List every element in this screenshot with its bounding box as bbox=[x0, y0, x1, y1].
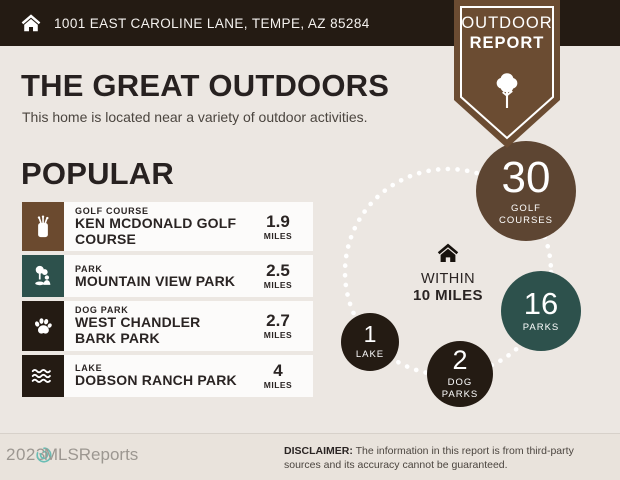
distance-unit: MILES bbox=[263, 280, 293, 291]
distance-unit: MILES bbox=[263, 230, 293, 241]
golf-bag-icon bbox=[37, 215, 49, 237]
golf-label: GOLF COURSES bbox=[499, 202, 553, 226]
dog-parks-count: 2 bbox=[452, 345, 468, 376]
property-address: 1001 EAST CAROLINE LANE, TEMPE, AZ 85284 bbox=[54, 15, 370, 31]
park-tile bbox=[22, 255, 64, 298]
item-name: MOUNTAIN VIEW PARK bbox=[75, 272, 236, 289]
item-distance: 4 MILES bbox=[249, 355, 313, 397]
item-info: GOLF COURSE KEN MCDONALD GOLF COURSE bbox=[64, 202, 249, 251]
popular-list: GOLF COURSE KEN MCDONALD GOLF COURSE 1.9… bbox=[22, 202, 313, 397]
distance-unit: MILES bbox=[263, 330, 293, 341]
footer: 2023 MLSReports DISCLAIMER: The informat… bbox=[0, 433, 620, 480]
item-info: LAKE DOBSON RANCH PARK bbox=[64, 355, 249, 397]
ten-miles-label: 10 MILES bbox=[413, 287, 483, 304]
item-name: WEST CHANDLER BARK PARK bbox=[75, 314, 201, 347]
item-category: DOG PARK bbox=[75, 305, 129, 316]
item-info: PARK MOUNTAIN VIEW PARK bbox=[64, 255, 249, 297]
golf-tile bbox=[22, 202, 64, 252]
bubble-lake: 1 LAKE bbox=[341, 313, 399, 371]
paw-icon bbox=[34, 318, 52, 334]
distance-value: 2.5 bbox=[266, 261, 290, 281]
item-category: GOLF COURSE bbox=[75, 206, 149, 216]
watermark-year: 2023 bbox=[6, 445, 46, 464]
watermark: 2023 MLSReports bbox=[6, 445, 138, 465]
item-distance: 2.5 MILES bbox=[249, 255, 313, 297]
lake-count: 1 bbox=[363, 321, 377, 348]
distance-value: 1.9 bbox=[266, 211, 290, 231]
house-icon bbox=[21, 14, 41, 32]
lake-label: LAKE bbox=[355, 349, 385, 361]
distance-value: 4 bbox=[273, 360, 283, 380]
item-name: KEN MCDONALD GOLF COURSE bbox=[75, 215, 237, 247]
dog-park-tile bbox=[22, 301, 64, 351]
item-name: DOBSON RANCH PARK bbox=[75, 371, 237, 388]
list-item-lake: LAKE DOBSON RANCH PARK 4 MILES bbox=[22, 354, 313, 397]
outdoor-report-badge: OUTDOOR REPORT bbox=[454, 0, 560, 148]
within-label: WITHIN bbox=[421, 271, 475, 287]
badge-line1: OUTDOOR bbox=[461, 14, 553, 32]
disclaimer: DISCLAIMER: The information in this repo… bbox=[284, 444, 612, 472]
popular-heading: POPULAR bbox=[21, 156, 174, 191]
item-info: DOG PARK WEST CHANDLER BARK PARK bbox=[64, 301, 249, 350]
swirl-logo-icon bbox=[36, 447, 52, 463]
distance-value: 2.7 bbox=[266, 311, 290, 331]
badge-line2: REPORT bbox=[469, 33, 545, 52]
radius-center-label: WITHIN 10 MILES bbox=[397, 241, 499, 304]
list-item-park: PARK MOUNTAIN VIEW PARK 2.5 MILES bbox=[22, 255, 313, 298]
waves-icon bbox=[31, 368, 51, 383]
bubble-dog-parks: 2 DOG PARKS bbox=[427, 341, 493, 407]
parks-count: 16 bbox=[523, 286, 559, 322]
page-subtitle: This home is located near a variety of o… bbox=[22, 109, 368, 125]
house-icon bbox=[437, 243, 459, 262]
parks-label: PARKS bbox=[522, 322, 560, 334]
item-category: PARK bbox=[75, 263, 103, 274]
item-category: LAKE bbox=[75, 362, 103, 373]
list-item-dog-park: DOG PARK WEST CHANDLER BARK PARK 2.7 MIL… bbox=[22, 301, 313, 351]
page-title: THE GREAT OUTDOORS bbox=[21, 68, 390, 103]
park-icon bbox=[35, 266, 51, 286]
disclaimer-text: The information in this report is from t… bbox=[284, 445, 574, 472]
item-distance: 2.7 MILES bbox=[249, 301, 313, 350]
list-item-golf-course: GOLF COURSE KEN MCDONALD GOLF COURSE 1.9… bbox=[22, 202, 313, 252]
distance-unit: MILES bbox=[263, 379, 293, 390]
bubble-parks: 16 PARKS bbox=[501, 271, 581, 351]
watermark-brand: MLSReports bbox=[43, 445, 139, 464]
badge-title: OUTDOOR REPORT bbox=[454, 14, 560, 54]
disclaimer-label: DISCLAIMER: bbox=[284, 445, 353, 457]
item-distance: 1.9 MILES bbox=[249, 202, 313, 251]
tree-icon bbox=[496, 73, 518, 108]
dog-parks-label: DOG PARKS bbox=[441, 377, 479, 400]
bubble-golf-courses: 30 GOLF COURSES bbox=[476, 141, 576, 241]
golf-count: 30 bbox=[501, 152, 551, 202]
lake-tile bbox=[22, 354, 64, 397]
